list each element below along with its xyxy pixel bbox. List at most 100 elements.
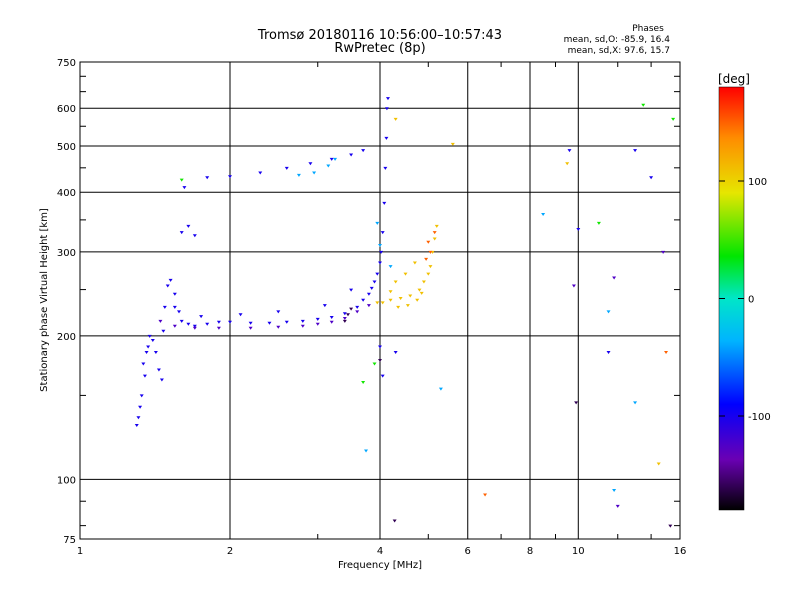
- data-point: [150, 338, 155, 342]
- data-point: [483, 493, 488, 497]
- x-tick-label: 16: [674, 546, 687, 557]
- data-point: [276, 325, 281, 329]
- data-point: [179, 178, 184, 182]
- chart-subtitle: RwPretec (8p): [334, 41, 425, 56]
- data-point: [153, 350, 158, 354]
- data-point: [424, 257, 429, 261]
- data-point: [664, 350, 669, 354]
- y-tick-label: 600: [57, 104, 76, 115]
- data-point: [369, 286, 374, 290]
- data-point: [380, 374, 385, 378]
- data-point: [267, 321, 272, 325]
- data-point: [438, 387, 443, 391]
- data-point: [396, 305, 401, 309]
- data-point: [393, 280, 398, 284]
- data-point: [248, 321, 253, 325]
- data-point: [342, 312, 347, 316]
- data-point: [322, 304, 327, 308]
- data-point: [199, 315, 204, 319]
- data-point: [417, 288, 422, 292]
- data-point: [378, 244, 382, 248]
- data-point: [428, 265, 433, 269]
- data-point: [216, 326, 221, 330]
- data-point: [182, 186, 187, 190]
- data-point: [139, 394, 144, 398]
- data-point: [361, 149, 366, 153]
- data-point: [426, 272, 431, 276]
- data-point: [388, 265, 393, 269]
- data-point: [426, 240, 431, 244]
- data-point: [378, 358, 382, 362]
- data-point: [656, 462, 661, 466]
- data-point: [393, 117, 398, 121]
- data-point: [379, 250, 384, 254]
- data-point: [329, 316, 334, 320]
- data-point: [172, 324, 177, 328]
- data-point: [380, 301, 385, 305]
- data-point: [179, 231, 184, 235]
- data-point: [147, 334, 152, 338]
- data-point: [385, 97, 390, 101]
- data-point: [296, 173, 301, 177]
- data-point: [186, 322, 191, 326]
- data-point: [366, 304, 371, 308]
- data-point: [345, 313, 350, 317]
- data-point: [392, 519, 397, 523]
- phases-heading: Phases: [632, 24, 664, 34]
- data-point: [205, 322, 210, 326]
- data-point: [146, 345, 151, 349]
- data-point: [308, 162, 313, 166]
- data-point: [450, 142, 455, 146]
- y-axis-ticks: 75 100 200 300 400 500 600 750: [57, 58, 680, 546]
- x-tick-label: 6: [465, 546, 471, 557]
- data-point: [192, 326, 197, 330]
- data-point: [408, 294, 413, 298]
- data-point: [567, 149, 572, 153]
- data-point: [421, 280, 426, 284]
- data-point: [168, 278, 173, 282]
- data-point: [142, 374, 147, 378]
- data-point: [388, 298, 393, 302]
- data-point: [661, 250, 666, 254]
- data-point: [179, 319, 184, 323]
- data-point: [238, 313, 243, 317]
- phases-o-line: mean, sd,O: -85.9, 16.4: [564, 35, 671, 45]
- y-tick-label: 300: [57, 248, 76, 259]
- data-point: [412, 261, 417, 265]
- data-point: [134, 424, 139, 428]
- data-point: [300, 319, 305, 323]
- data-point: [671, 117, 676, 121]
- data-point: [364, 449, 369, 453]
- data-point: [192, 324, 197, 328]
- data-point: [342, 316, 347, 320]
- data-point: [393, 350, 398, 354]
- data-point: [315, 322, 320, 326]
- x-axis-label: Frequency [MHz]: [338, 560, 422, 571]
- data-point: [158, 319, 163, 323]
- data-point: [378, 261, 382, 265]
- data-point: [300, 324, 305, 328]
- data-point: [641, 103, 646, 107]
- data-point: [276, 310, 281, 314]
- x-tick-label: 10: [572, 546, 585, 557]
- data-point: [633, 149, 638, 153]
- phases-x-line: mean, sd,X: 97.6, 15.7: [568, 46, 670, 56]
- data-point: [388, 290, 393, 294]
- data-point: [161, 329, 166, 333]
- data-point: [284, 320, 289, 324]
- data-point: [606, 310, 611, 314]
- data-point: [606, 350, 611, 354]
- data-point: [574, 401, 579, 405]
- y-tick-label: 100: [57, 475, 76, 486]
- colorbar-ticks: -100 0 100: [719, 177, 771, 423]
- data-point: [355, 310, 360, 314]
- x-tick-label: 8: [527, 546, 533, 557]
- y-tick-label: 200: [57, 332, 76, 343]
- data-point: [312, 171, 317, 175]
- data-point: [205, 176, 210, 180]
- y-tick-label: 400: [57, 188, 76, 199]
- data-point: [372, 280, 377, 284]
- data-point: [375, 221, 380, 225]
- data-point: [361, 298, 366, 302]
- data-point: [162, 305, 167, 309]
